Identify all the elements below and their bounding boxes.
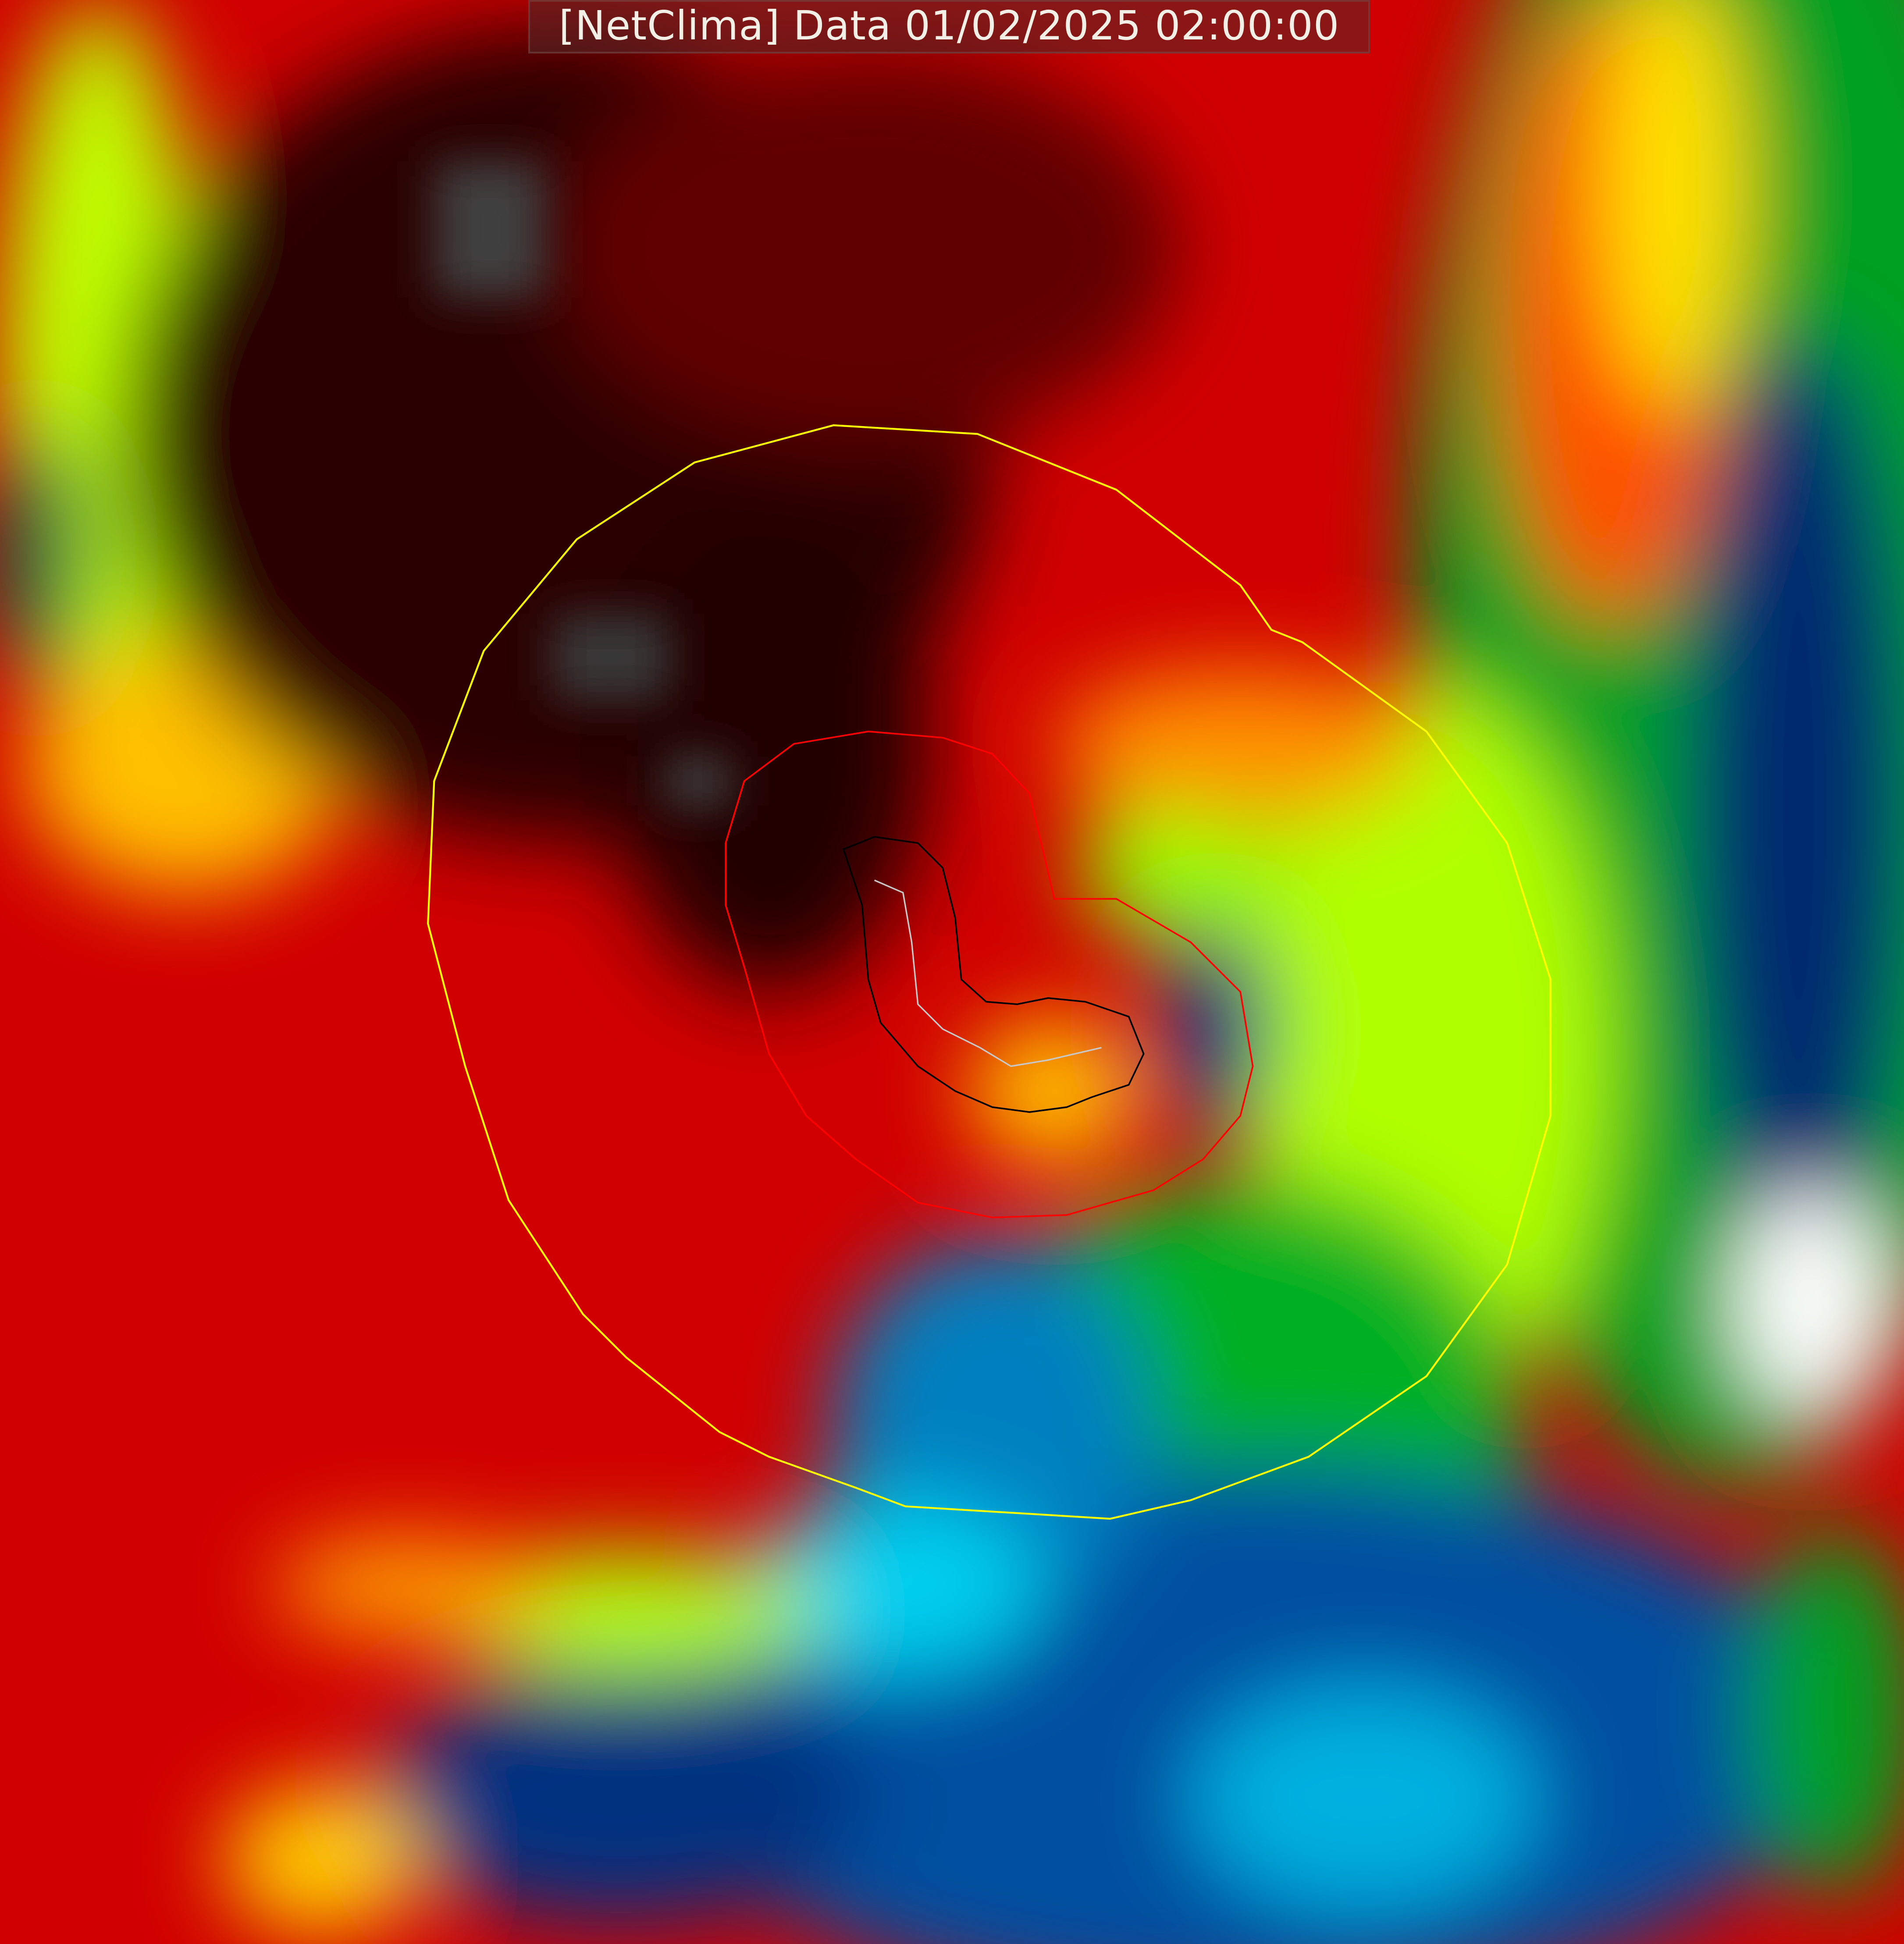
- map-title: [NetClima] Data 01/02/2025 02:00:00: [528, 0, 1370, 53]
